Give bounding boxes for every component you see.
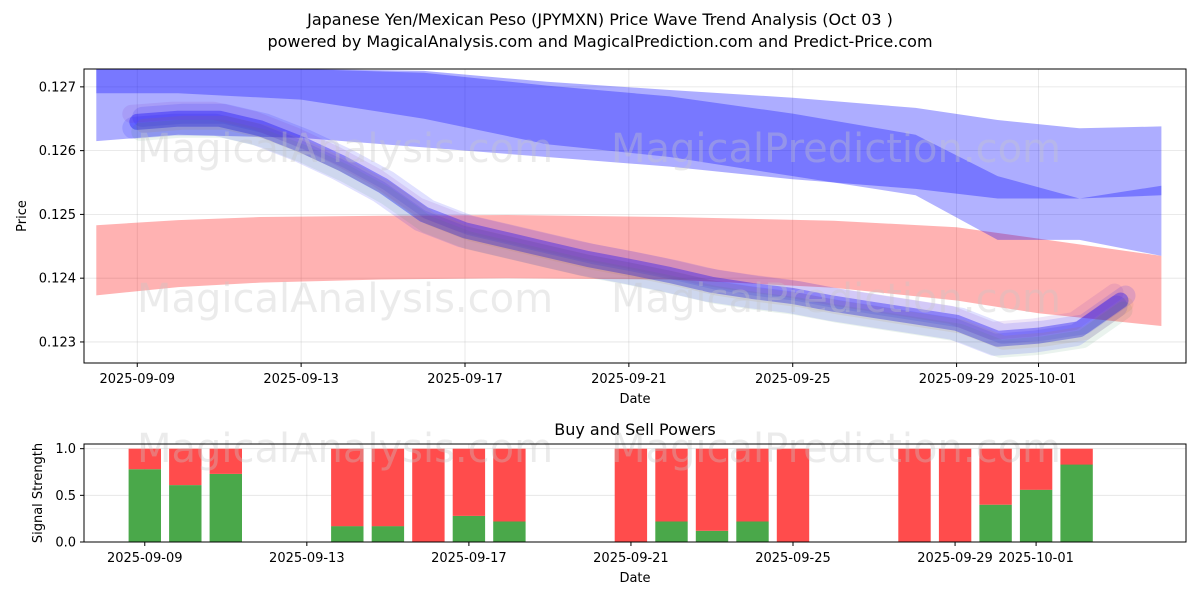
buy-bar xyxy=(655,521,688,542)
buy-bar xyxy=(209,473,242,542)
price-axes-frame xyxy=(83,68,1187,364)
sell-bar xyxy=(412,448,445,542)
signal-x-tick-label: 2025-09-25 xyxy=(755,551,831,566)
price-x-label: Date xyxy=(619,392,650,407)
buy-bar xyxy=(736,521,769,542)
price-y-label: Price xyxy=(15,200,30,232)
signal-x-tick-label: 2025-09-17 xyxy=(431,551,507,566)
price-wave-ribbon-1 xyxy=(122,113,1128,356)
sell-bar xyxy=(371,448,405,527)
buy-bar xyxy=(493,521,526,542)
watermark-analysis-2: MagicalAnalysis.com xyxy=(137,276,553,322)
price-x-tick-label: 2025-09-17 xyxy=(427,372,503,387)
price-x-tick-label: 2025-09-21 xyxy=(591,372,667,387)
signal-x-label: Date xyxy=(619,571,650,586)
signal-x-ticks: 2025-09-09 2025-09-13 2025-09-17 2025-09-21… xyxy=(107,542,1074,566)
price-y-tick-label: 0.124 xyxy=(39,272,76,287)
sell-bar xyxy=(331,448,364,527)
price-y-ticks: 0.123 0.124 0.125 0.126 0.127 xyxy=(39,80,84,350)
signal-x-tick-label: 2025-10-01 xyxy=(998,551,1074,566)
signal-y-tick-label: 0.0 xyxy=(55,536,76,551)
signal-y-label: Signal Strength xyxy=(31,443,46,543)
signal-bars xyxy=(128,448,1093,542)
price-wave-ribbon-0 xyxy=(129,110,1129,347)
chart-title: Japanese Yen/Mexican Peso (JPYMXN) Price… xyxy=(306,10,893,29)
watermark-prediction-3: MagicalPrediction.com xyxy=(611,426,1061,472)
sell-bar xyxy=(736,448,769,522)
price-grid xyxy=(84,69,1186,363)
signal-x-tick-label: 2025-09-13 xyxy=(269,551,345,566)
price-x-tick-label: 2025-10-01 xyxy=(1001,372,1077,387)
buy-bar xyxy=(169,485,202,542)
signal-title: Buy and Sell Powers xyxy=(554,420,716,439)
buy-bar xyxy=(371,526,405,542)
sell-bar xyxy=(1019,448,1053,490)
price-wave-ribbon-2 xyxy=(132,103,1136,344)
signal-y-ticks: 0.0 0.5 1.0 xyxy=(55,442,84,551)
sell-bar xyxy=(979,448,1012,505)
price-y-tick-label: 0.125 xyxy=(39,208,76,223)
signal-x-tick-label: 2025-09-21 xyxy=(593,551,669,566)
watermark-prediction-1: MagicalPrediction.com xyxy=(611,126,1061,172)
signal-y-tick-label: 1.0 xyxy=(55,442,76,457)
buy-bar xyxy=(331,526,364,542)
signal-y-tick-label: 0.5 xyxy=(55,489,76,504)
buy-bar xyxy=(452,515,486,542)
sell-bar xyxy=(938,448,972,542)
sell-bar xyxy=(898,448,931,542)
buy-bar xyxy=(1019,489,1053,542)
sell-bar xyxy=(655,448,688,522)
sell-bar xyxy=(209,448,242,474)
price-x-tick-label: 2025-09-09 xyxy=(99,372,175,387)
sell-bar xyxy=(493,448,526,522)
price-panel: MagicalAnalysis.com MagicalPrediction.co… xyxy=(15,68,1187,407)
chart-subtitle: powered by MagicalAnalysis.com and Magic… xyxy=(267,32,932,51)
sell-bar xyxy=(614,448,648,542)
buy-bar xyxy=(128,469,161,542)
sell-bar xyxy=(452,448,486,516)
price-x-tick-label: 2025-09-13 xyxy=(263,372,339,387)
forecast-band-1 xyxy=(96,69,1162,199)
signal-x-tick-label: 2025-09-09 xyxy=(107,551,183,566)
signal-x-tick-label: 2025-09-29 xyxy=(917,551,993,566)
sell-bar xyxy=(1060,448,1093,465)
price-y-tick-label: 0.127 xyxy=(39,80,76,95)
price-y-tick-label: 0.126 xyxy=(39,144,76,159)
price-wave-ribbon-3 xyxy=(131,119,1133,358)
signal-panel: Buy and Sell Powers MagicalAnalysis.com … xyxy=(31,420,1187,586)
price-wave-ribbon-4 xyxy=(122,101,1124,340)
sell-bar xyxy=(128,448,161,470)
price-x-ticks: 2025-09-09 2025-09-13 2025-09-17 2025-09-21… xyxy=(99,363,1076,387)
sell-bar xyxy=(169,448,202,486)
sell-bar xyxy=(695,448,729,531)
buy-bar xyxy=(1060,464,1093,542)
watermark-analysis-1: MagicalAnalysis.com xyxy=(137,126,553,172)
price-y-tick-label: 0.123 xyxy=(39,335,76,350)
price-wave-ribbon-5 xyxy=(136,115,1134,350)
watermark-prediction-2: MagicalPrediction.com xyxy=(611,276,1061,322)
forecast-band-0 xyxy=(96,215,1162,326)
watermark-analysis-3: MagicalAnalysis.com xyxy=(137,426,553,472)
sell-bar xyxy=(776,448,810,542)
price-waves xyxy=(122,101,1136,358)
buy-bar xyxy=(695,530,729,542)
signal-axes-frame xyxy=(83,443,1187,543)
price-x-tick-label: 2025-09-29 xyxy=(919,372,995,387)
forecast-band-2 xyxy=(96,69,1162,256)
price-x-tick-label: 2025-09-25 xyxy=(755,372,831,387)
price-bands xyxy=(96,69,1162,326)
buy-bar xyxy=(979,504,1012,542)
